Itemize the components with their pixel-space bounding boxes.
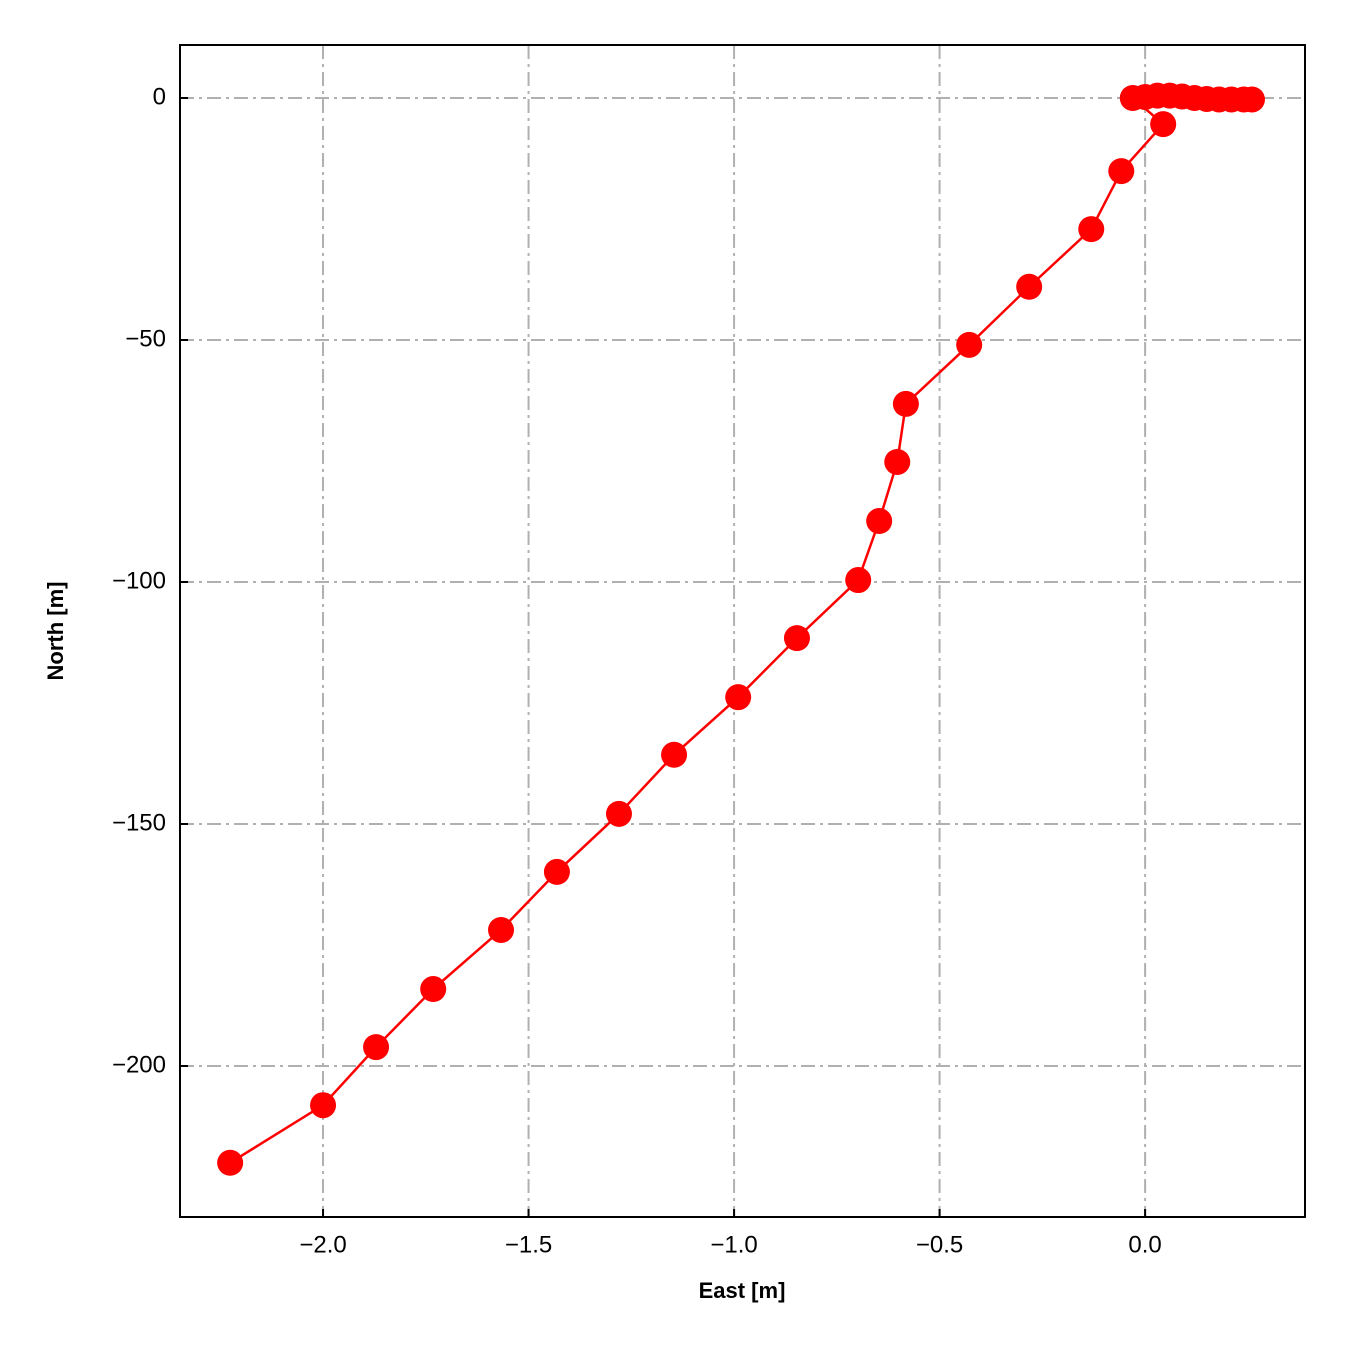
y-tick-label: 0 [153,83,166,110]
y-axis-label: North [m] [43,582,68,681]
point [1108,158,1135,185]
x-tick-label: 0.0 [1128,1231,1161,1258]
y-tick-label: −100 [112,567,166,594]
point [217,1149,244,1176]
point [1016,273,1043,300]
point [605,800,632,827]
marks [217,82,1265,1176]
point [1238,86,1265,113]
point [1078,216,1105,243]
x-tick-label: −1.0 [710,1231,757,1258]
point [543,858,570,885]
series-line [229,94,1252,1164]
point [845,567,872,594]
point [488,916,515,943]
point [866,508,893,535]
y-tick-label: −150 [112,809,166,836]
plot-frame [179,44,1306,1218]
grid [180,45,1305,1217]
point [884,448,911,475]
point [420,976,447,1003]
y-tick-label: −200 [112,1051,166,1078]
y-tick-label: −50 [125,325,166,352]
point [783,625,810,652]
point [1150,111,1177,138]
point [310,1092,337,1119]
point [725,684,752,711]
x-tick-label: −2.0 [299,1231,346,1258]
point [661,741,688,768]
point [363,1034,390,1061]
x-axis-label: East [m] [699,1278,786,1303]
point [892,390,919,417]
x-tick-label: −0.5 [916,1231,963,1258]
x-tick-label: −1.5 [505,1231,552,1258]
point [956,331,983,358]
